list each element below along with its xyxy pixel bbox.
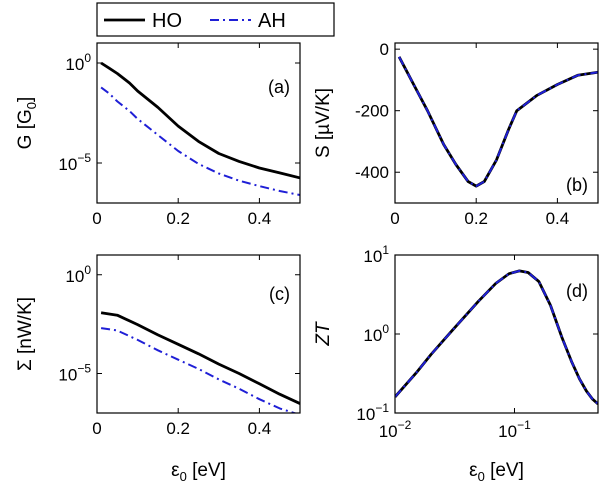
series-line-ah xyxy=(100,86,300,196)
y-tick-label: 100 xyxy=(363,322,389,345)
legend-label-ho: HO xyxy=(152,10,182,32)
axes-frame xyxy=(394,42,599,204)
panel-b: 0 0.2 0.4 0 -200 -400 (b) S [µV/K] xyxy=(313,40,599,228)
x-tick-label: 0.4 xyxy=(248,419,272,438)
series-line-ho xyxy=(100,311,300,405)
x-tick-label: 10−1 xyxy=(498,418,531,441)
y-tick-label: 10−5 xyxy=(58,362,91,385)
x-tick-label: 0.4 xyxy=(546,209,570,228)
panel-tag: (d) xyxy=(566,281,588,301)
y-axis-label: ZT xyxy=(313,321,334,347)
axes-frame xyxy=(96,42,301,204)
x-tick-label: 0.2 xyxy=(166,209,190,228)
y-tick-label: 0 xyxy=(380,40,389,59)
x-tick-label: 0 xyxy=(92,209,101,228)
legend-label-ah: AH xyxy=(258,10,286,32)
series-line-ah xyxy=(398,56,598,188)
series-line-ho xyxy=(100,61,300,180)
x-axis-label: ε0 [eV] xyxy=(171,460,226,484)
y-tick-label: 10−1 xyxy=(356,401,389,424)
x-tick-label: 0.2 xyxy=(464,209,488,228)
y-tick-label: 100 xyxy=(65,51,91,74)
panel-tag: (b) xyxy=(566,175,588,195)
axes-frame xyxy=(96,254,301,414)
series-line-ah xyxy=(100,327,298,413)
y-tick-label: -200 xyxy=(355,102,389,121)
panel-a: 0 0.2 0.4 100 10−5 (a) G [G0] xyxy=(15,42,301,228)
y-tick-label: 100 xyxy=(65,263,91,286)
series-line-ah xyxy=(395,269,598,405)
x-tick-label: 0 xyxy=(92,419,101,438)
y-tick-label: 101 xyxy=(363,243,389,266)
y-axis-label: Σ [nW/K] xyxy=(15,297,36,371)
panel-tag: (c) xyxy=(269,284,290,304)
series-line-ho xyxy=(397,56,598,188)
y-axis-label: G [G0] xyxy=(15,97,39,150)
x-tick-label: 0 xyxy=(390,209,399,228)
y-axis-label: S [µV/K] xyxy=(313,88,334,158)
axes-frame xyxy=(394,254,599,414)
panel-tag: (a) xyxy=(268,77,290,97)
x-tick-label: 10−2 xyxy=(379,418,412,441)
y-tick-label: -400 xyxy=(355,163,389,182)
y-tick-label: 10−5 xyxy=(58,151,91,174)
x-tick-label: 0.2 xyxy=(166,419,190,438)
legend: HO AH xyxy=(96,2,335,37)
panel-c: 0 0.2 0.4 100 10−5 (c) Σ [nW/K] ε0 [eV] xyxy=(15,254,301,484)
x-axis-label: ε0 [eV] xyxy=(469,460,524,484)
x-tick-label: 0.4 xyxy=(248,209,272,228)
